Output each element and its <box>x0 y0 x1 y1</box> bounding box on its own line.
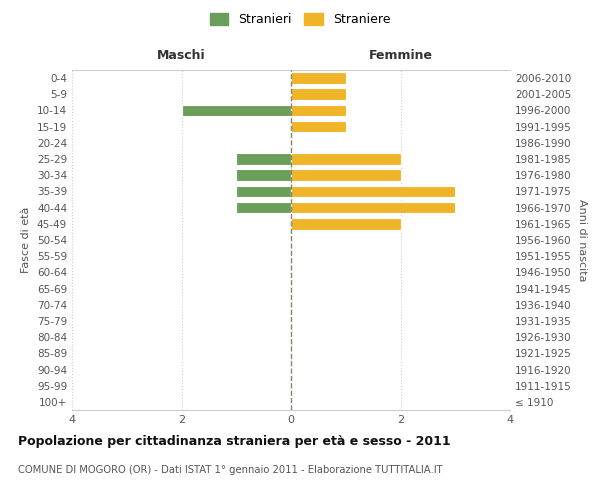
Bar <box>236 202 291 213</box>
Bar <box>291 202 455 213</box>
Bar <box>291 121 346 132</box>
Text: Maschi: Maschi <box>157 50 206 62</box>
Bar <box>291 153 401 165</box>
Bar <box>291 72 346 84</box>
Text: Femmine: Femmine <box>368 50 433 62</box>
Text: COMUNE DI MOGORO (OR) - Dati ISTAT 1° gennaio 2011 - Elaborazione TUTTITALIA.IT: COMUNE DI MOGORO (OR) - Dati ISTAT 1° ge… <box>18 465 443 475</box>
Legend: Stranieri, Straniere: Stranieri, Straniere <box>206 8 394 29</box>
Bar <box>182 104 291 117</box>
Bar <box>291 186 455 198</box>
Bar <box>236 153 291 165</box>
Bar <box>291 88 346 100</box>
Bar <box>291 218 401 230</box>
Bar <box>291 170 401 181</box>
Y-axis label: Fasce di età: Fasce di età <box>22 207 31 273</box>
Bar <box>236 186 291 198</box>
Bar <box>291 104 346 117</box>
Bar <box>236 170 291 181</box>
Y-axis label: Anni di nascita: Anni di nascita <box>577 198 587 281</box>
Text: Popolazione per cittadinanza straniera per età e sesso - 2011: Popolazione per cittadinanza straniera p… <box>18 435 451 448</box>
